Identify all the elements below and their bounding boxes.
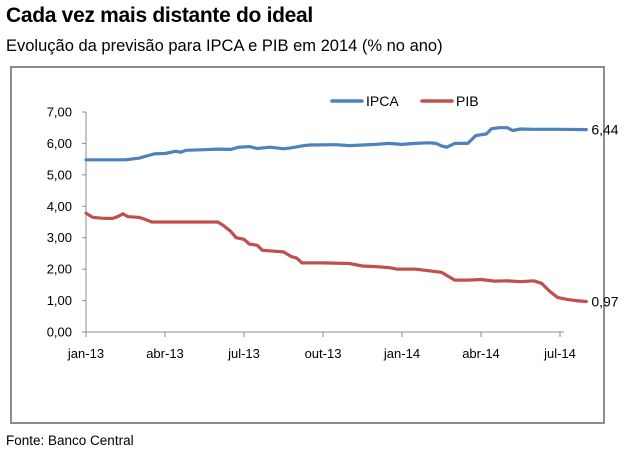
chart-frame: [10, 66, 605, 424]
x-tick-label: abr-14: [462, 346, 500, 361]
x-tick-label: abr-13: [146, 346, 184, 361]
y-tick-label: 2,00: [47, 262, 72, 277]
y-tick-label: 6,00: [47, 136, 72, 151]
chart-subtitle: Evolução da previsão para IPCA e PIB em …: [6, 37, 443, 55]
series-line-pib: [84, 211, 588, 304]
x-tick-label: jan-13: [67, 346, 104, 361]
end-label-ipca: 6,44: [591, 122, 618, 138]
chart-legend: IPCA PIB: [330, 93, 479, 109]
chart-axes: 0,00 1,00 2,00 3,00 4,00 5,00 6,00 7,00 jan-13 ab…: [47, 105, 576, 362]
y-tick-label: 3,00: [47, 230, 72, 245]
y-tick-label: 0,00: [47, 325, 72, 340]
chart-title: Cada vez mais distante do ideal: [6, 4, 313, 27]
x-tick-label: out-13: [305, 346, 342, 361]
y-tick-label: 4,00: [47, 199, 72, 214]
y-tick-label: 1,00: [47, 293, 72, 308]
x-tick-label: jul-13: [227, 346, 260, 361]
y-tick-label: 7,00: [47, 105, 72, 120]
x-tick-label: jul-14: [543, 346, 576, 361]
chart-series: 6,44 0,97: [84, 122, 619, 310]
legend-label-ipca: IPCA: [366, 93, 399, 109]
legend-label-pib: PIB: [456, 93, 479, 109]
source-note: Fonte: Banco Central: [6, 433, 134, 448]
y-tick-label: 5,00: [47, 167, 72, 182]
end-label-pib: 0,97: [591, 294, 618, 310]
x-tick-label: jan-14: [383, 346, 420, 361]
series-line-ipca: [84, 126, 588, 162]
